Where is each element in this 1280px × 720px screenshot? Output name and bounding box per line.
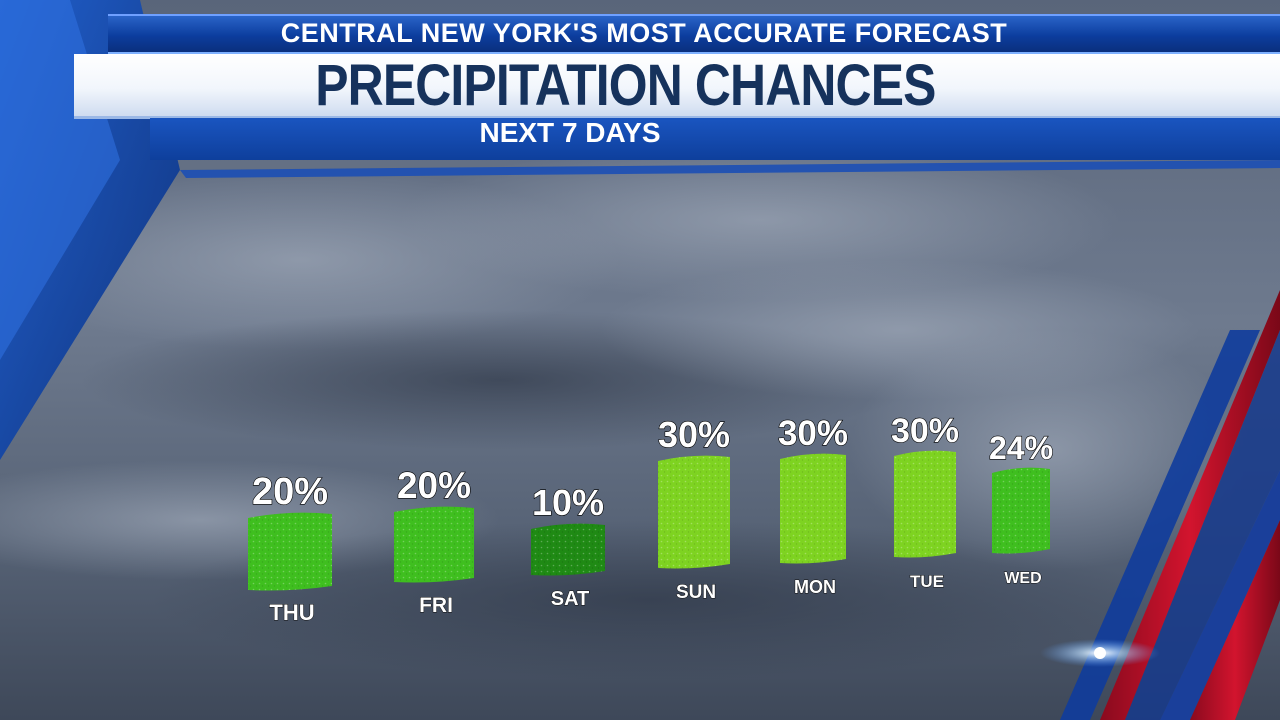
tagline-text: CENTRAL NEW YORK'S MOST ACCURATE FORECAS… [280, 18, 1008, 48]
value-label: 30% [891, 412, 959, 450]
value-label: 30% [658, 414, 730, 455]
bar-texture [531, 523, 605, 576]
tagline-banner [108, 14, 1280, 54]
subtitle-banner [150, 118, 1280, 160]
day-label: MON [794, 577, 836, 597]
day-label: SAT [551, 588, 590, 610]
value-label: 20% [252, 471, 328, 513]
value-label: 30% [778, 414, 848, 453]
value-label: 20% [397, 465, 471, 506]
bar-texture [992, 467, 1050, 554]
day-label: TUE [910, 572, 944, 591]
title-banner [74, 54, 1280, 119]
bar-texture [248, 512, 332, 591]
page-subtitle: NEXT 7 DAYS [479, 117, 661, 148]
bar-texture [894, 450, 956, 558]
bar-texture [394, 506, 474, 583]
page-title: PRECIPITATION CHANCES [315, 53, 936, 118]
value-label: 10% [532, 482, 604, 523]
day-label: FRI [419, 594, 453, 617]
bar-texture [780, 453, 846, 564]
day-label: THU [269, 600, 314, 625]
value-label: 24% [989, 430, 1053, 466]
bar-texture [658, 455, 730, 569]
day-label: WED [1004, 570, 1041, 587]
day-label: SUN [676, 582, 716, 603]
